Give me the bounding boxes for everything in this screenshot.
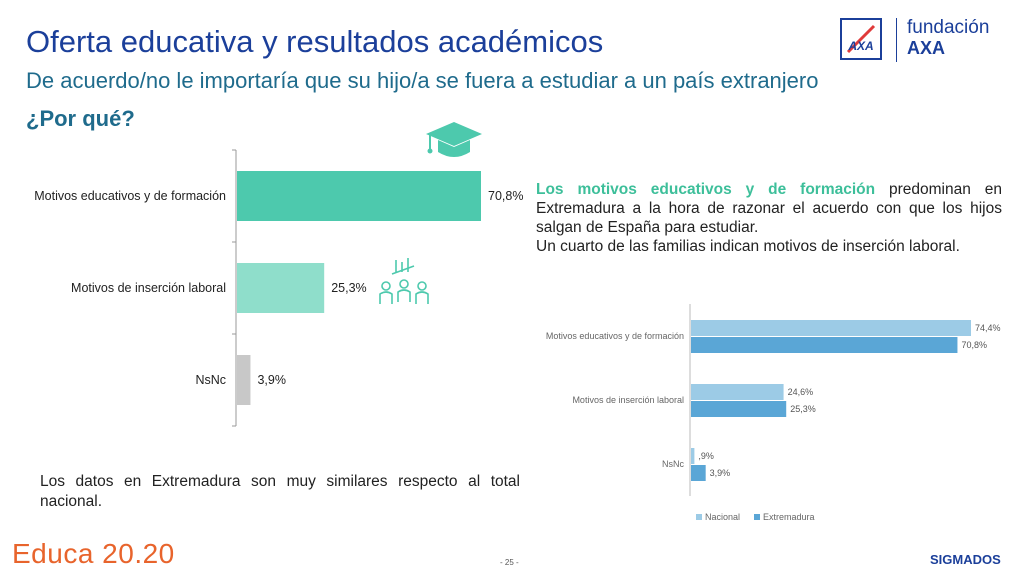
bottom-commentary: Los datos en Extremadura son muy similar… — [40, 473, 520, 510]
legend-label: Extremadura — [763, 512, 815, 522]
data-label: 70,8% — [961, 340, 987, 350]
legend-swatch — [696, 514, 702, 520]
bar — [237, 355, 251, 405]
commentary-highlight: Los motivos educativos y de formación — [536, 181, 876, 198]
right-commentary: Los motivos educativos y de formación pr… — [536, 180, 1002, 256]
logo-line1: fundación — [907, 17, 990, 38]
commentary-line2: Un cuarto de las familias indican motivo… — [536, 238, 960, 255]
data-label: 70,8% — [488, 189, 523, 203]
page-number: - 25 - — [500, 558, 519, 567]
axa-logo-icon: AXA — [840, 18, 882, 60]
data-label: 3,9% — [257, 373, 286, 387]
legend-swatch — [754, 514, 760, 520]
logo-divider — [896, 18, 897, 62]
data-label: 24,6% — [788, 387, 814, 397]
category-label: Motivos educativos y de formación — [546, 331, 684, 341]
bar — [691, 320, 971, 336]
left-bar-chart: Motivos educativos y de formación 70,8% Mo… — [34, 149, 523, 427]
category-label: Motivos de inserción laboral — [572, 395, 684, 405]
bar — [691, 448, 695, 464]
data-label: 25,3% — [331, 281, 366, 295]
right-grouped-bar-chart: Motivos educativos y de formación 74,4% 70… — [546, 304, 1001, 522]
bar — [691, 401, 787, 417]
commentary-rest: predominan en Extremadura a la hora de r… — [536, 181, 1002, 236]
category-label: Motivos educativos y de formación — [34, 189, 226, 203]
bar — [237, 171, 481, 221]
logo-line2: AXA — [907, 38, 946, 58]
people-growth-icon — [376, 256, 432, 313]
data-label: 25,3% — [790, 404, 816, 414]
sigmados-logo: SIGMADOS — [930, 552, 1001, 567]
graduation-cap-icon — [424, 118, 484, 169]
page-subtitle: De acuerdo/no le importaría que su hijo/… — [26, 68, 819, 93]
category-label: Motivos de inserción laboral — [71, 281, 226, 295]
data-label: ,9% — [698, 451, 714, 461]
educa-brand: Educa 20.20 — [12, 538, 175, 569]
page-title: Oferta educativa y resultados académicos — [26, 24, 604, 59]
bar — [237, 263, 325, 313]
category-label: NsNc — [662, 459, 684, 469]
category-label: NsNc — [195, 373, 226, 387]
question-heading: ¿Por qué? — [26, 106, 135, 131]
legend-label: Nacional — [705, 512, 740, 522]
svg-text:AXA: AXA — [847, 39, 873, 53]
data-label: 3,9% — [710, 468, 731, 478]
bar — [691, 384, 784, 400]
fundacion-axa-logo: fundación AXA — [907, 17, 990, 59]
data-label: 74,4% — [975, 323, 1001, 333]
bar — [691, 465, 706, 481]
bar — [691, 337, 958, 353]
